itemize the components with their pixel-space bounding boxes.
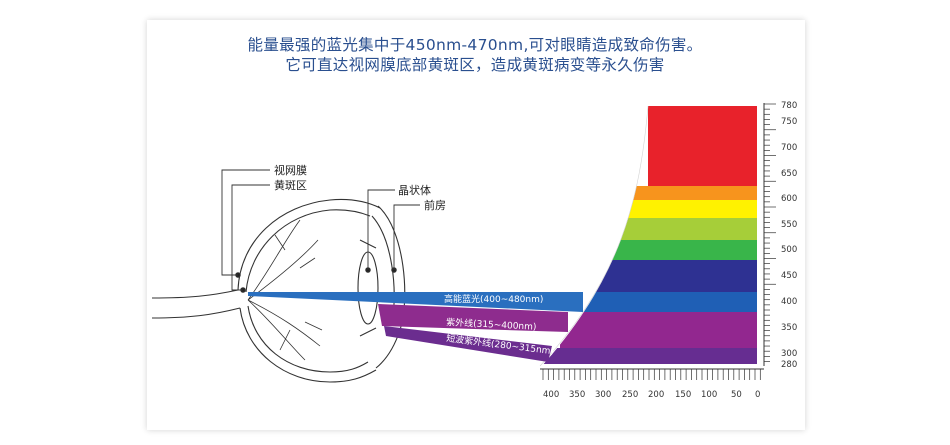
optic-nerve — [151, 289, 241, 319]
right-tick-750: 750 — [781, 117, 797, 127]
chamber-leader — [393, 204, 420, 270]
ray-short-uv — [384, 326, 552, 362]
eye-illustration — [151, 169, 420, 383]
band-indigo — [594, 260, 757, 292]
right-tick-300: 300 — [781, 349, 797, 359]
right-tick-400: 400 — [781, 297, 797, 307]
band-yellow-green — [614, 218, 757, 240]
eyeball-inner — [245, 209, 371, 373]
cornea — [375, 205, 406, 369]
bottom-tick-50: 50 — [731, 390, 742, 400]
bottom-tick-200: 200 — [648, 390, 664, 400]
bottom-tick-350: 350 — [569, 390, 585, 400]
lens-leader — [367, 189, 395, 270]
ray-uv — [378, 304, 568, 332]
right-axis: 780 750 700 650 600 550 500 450 400 350 … — [763, 101, 797, 370]
heading-line-2: 它可直达视网膜底部黄斑区，造成黄斑病变等永久伤害 — [285, 56, 665, 74]
bottom-tick-250: 250 — [622, 390, 638, 400]
retinal-vessels — [247, 219, 323, 361]
ray-label-blue: 高能蓝光(400~480nm) — [444, 293, 543, 305]
band-orange — [632, 186, 757, 200]
bottom-tick-100: 100 — [701, 390, 717, 400]
bottom-tick-150: 150 — [675, 390, 691, 400]
right-tick-550: 550 — [781, 220, 797, 230]
band-deep-violet — [542, 348, 757, 364]
right-tick-700: 700 — [781, 143, 797, 153]
band-red — [648, 106, 757, 186]
macula-leader — [231, 184, 270, 291]
heading-line-1: 能量最强的蓝光集中于450nm-470nm,可对眼睛造成致命伤害。 — [247, 36, 703, 54]
label-lens: 晶状体 — [398, 183, 431, 197]
retina-leader — [221, 169, 270, 276]
right-tick-780: 780 — [781, 101, 797, 111]
right-tick-450: 450 — [781, 271, 797, 281]
band-yellow — [624, 200, 757, 218]
bottom-tick-400: 400 — [543, 390, 559, 400]
bottom-tick-0: 0 — [755, 390, 760, 400]
right-tick-600: 600 — [781, 194, 797, 204]
right-tick-280: 280 — [781, 360, 797, 370]
right-tick-500: 500 — [781, 245, 797, 255]
label-retina: 视网膜 — [274, 163, 307, 177]
bottom-tick-300: 300 — [595, 390, 611, 400]
eyeball-outer — [237, 198, 381, 383]
band-violet — [560, 312, 757, 348]
label-anterior-chamber: 前房 — [424, 198, 446, 212]
spectrum-curve-edge — [539, 105, 649, 367]
ray-blue — [248, 292, 583, 312]
label-macula: 黄斑区 — [274, 178, 307, 192]
band-blue — [583, 292, 757, 312]
bottom-axis: 400 350 300 250 200 150 100 50 0 — [540, 368, 764, 400]
right-tick-350: 350 — [781, 323, 797, 333]
band-green — [605, 240, 757, 260]
right-tick-650: 650 — [781, 169, 797, 179]
